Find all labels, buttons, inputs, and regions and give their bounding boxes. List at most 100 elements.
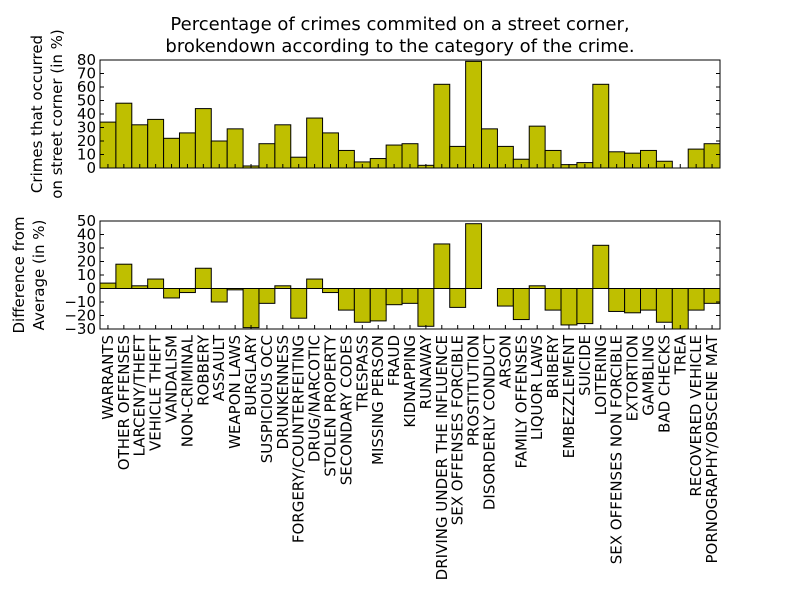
bar-panel-1-6 [194,108,212,169]
bar-panel-2-28 [544,288,562,311]
bar-panel-2-33 [624,288,642,314]
bar-panel-2-14 [322,288,339,294]
xtick-label-3: VEHICLE THEFT [147,334,165,451]
bar-panel-2-22 [449,288,467,308]
ytick-label-panel-2-4: 10 [77,266,96,284]
bar-panel-2-11 [274,285,292,289]
bar-panel-1-2 [131,124,149,169]
ytick-label-panel-1-7: 70 [77,65,96,83]
xtick-label-25: ARSON [496,335,514,388]
xtick-label-18: FRAUD [385,335,403,386]
bar-panel-1-5 [178,132,196,169]
xtick-label-28: BRIBERY [544,334,562,398]
ytick-label-panel-2-8: 50 [77,212,96,230]
chart-title-line-1: Percentage of crimes commited on a stree… [170,14,630,35]
xtick-label-10: SUSPICIOUS OCC [258,335,276,463]
xtick-label-9: BURGLARY [242,334,260,416]
xtick-label-13: DRUG/NARCOTIC [306,335,324,462]
xtick-label-36: TREA [671,334,689,375]
bar-panel-1-4 [163,137,180,169]
ytick-label-panel-1-2: 20 [77,132,96,150]
bar-panel-2-12 [290,288,308,319]
ytick-label-panel-2-2: −10 [64,293,96,311]
ytick-label-panel-1-5: 50 [77,92,96,110]
xtick-label-12: FORGERY/COUNTERFEITING [290,335,308,543]
bar-panel-2-0 [99,282,117,290]
bar-panel-2-29 [560,288,578,326]
bar-panel-2-26 [512,288,530,321]
xtick-label-19: KIDNAPPING [401,335,419,428]
xtick-label-31: LOITERING [592,335,610,415]
bar-panel-2-35 [655,288,673,323]
ytick-label-panel-1-0: 0 [86,159,96,177]
bar-panel-2-25 [496,288,514,307]
xtick-label-35: BAD CHECKS [655,335,673,433]
bar-panel-2-30 [576,288,594,325]
xtick-label-4: VANDALISM [163,335,181,423]
bar-panel-1-0 [99,121,117,169]
bar-panel-2-37 [687,288,705,311]
xtick-label-7: ASSAULT [210,334,228,401]
bar-panel-1-24 [481,128,498,169]
bar-panel-2-3 [147,278,165,289]
chart-title-line-2: brokendown according to the category of … [165,36,635,57]
bar-panel-2-31 [592,244,610,290]
bar-panel-2-13 [306,278,324,289]
bar-panel-2-6 [194,267,212,289]
ylabel-panel-2-line-1: Difference from [10,216,28,333]
ytick-label-panel-1-8: 80 [77,51,96,69]
bar-panel-1-27 [528,125,546,169]
bar-panel-1-31 [592,83,610,169]
ytick-label-panel-2-3: 0 [86,280,96,298]
xtick-label-2: LARCENY/THEFT [131,334,149,456]
bar-panel-2-19 [401,288,419,304]
bar-panel-1-13 [306,117,324,169]
xtick-label-11: DRUNKENNESS [274,335,292,449]
xtick-label-14: STOLEN PROPERTY [322,334,340,477]
xtick-label-34: GAMBLING [639,335,657,416]
bar-panel-1-3 [147,118,165,169]
ytick-label-panel-1-1: 10 [77,146,96,164]
xtick-label-23: PROSTITUTION [465,335,483,446]
bar-panel-2-21 [433,243,451,289]
xtick-label-20: RUNAWAY [417,334,435,409]
bar-panel-2-18 [385,288,403,306]
ylabel-panel-1-line-1: Crimes that occurred [28,35,46,193]
bar-panel-1-21 [433,83,451,169]
bar-panel-2-1 [115,263,133,290]
xtick-label-22: SEX OFFENSES FORCIBLE [449,335,467,525]
xtick-label-5: NON-CRIMINAL [178,334,196,447]
bar-panel-2-9 [242,288,260,329]
xtick-label-17: MISSING PERSON [369,335,387,465]
ylabel-panel-1-line-2: on street corner (in %) [48,29,66,199]
bar-panel-2-5 [178,288,196,294]
ytick-label-panel-2-6: 30 [77,239,96,257]
bar-panel-2-15 [337,288,355,311]
bar-panel-1-7 [210,140,228,169]
xtick-label-6: ROBBERY [194,334,212,406]
xtick-label-30: SUICIDE [576,335,594,396]
xtick-label-37: RECOVERED VEHICLE [687,335,705,497]
xtick-label-26: FAMILY OFFENSES [512,335,530,468]
bar-panel-2-34 [640,288,657,311]
ytick-label-panel-1-4: 40 [77,105,96,123]
xtick-label-38: PORNOGRAPHY/OBSCENE MAT [703,334,721,563]
ytick-label-panel-1-6: 60 [77,78,96,96]
bar-panel-1-1 [115,102,133,169]
bar-panel-2-38 [703,288,721,304]
ytick-label-panel-2-0: −30 [64,320,96,338]
xtick-label-24: DISORDERLY CONDUCT [480,334,498,510]
xtick-label-29: EMBEZZLEMENT [560,334,578,458]
bar-panel-2-4 [163,288,180,299]
ytick-label-panel-2-7: 40 [77,226,96,244]
xtick-label-1: OTHER OFFENSES [115,335,133,470]
bar-panel-1-11 [274,124,292,169]
bar-panel-2-8 [226,288,244,291]
xtick-label-21: DRIVING UNDER THE INFLUENCE [433,335,451,580]
ytick-label-panel-2-1: −20 [64,307,96,325]
xtick-label-27: LIQUOR LAWS [528,335,546,440]
xtick-label-33: EXTORTION [624,335,642,421]
bar-panel-2-17 [369,288,387,322]
